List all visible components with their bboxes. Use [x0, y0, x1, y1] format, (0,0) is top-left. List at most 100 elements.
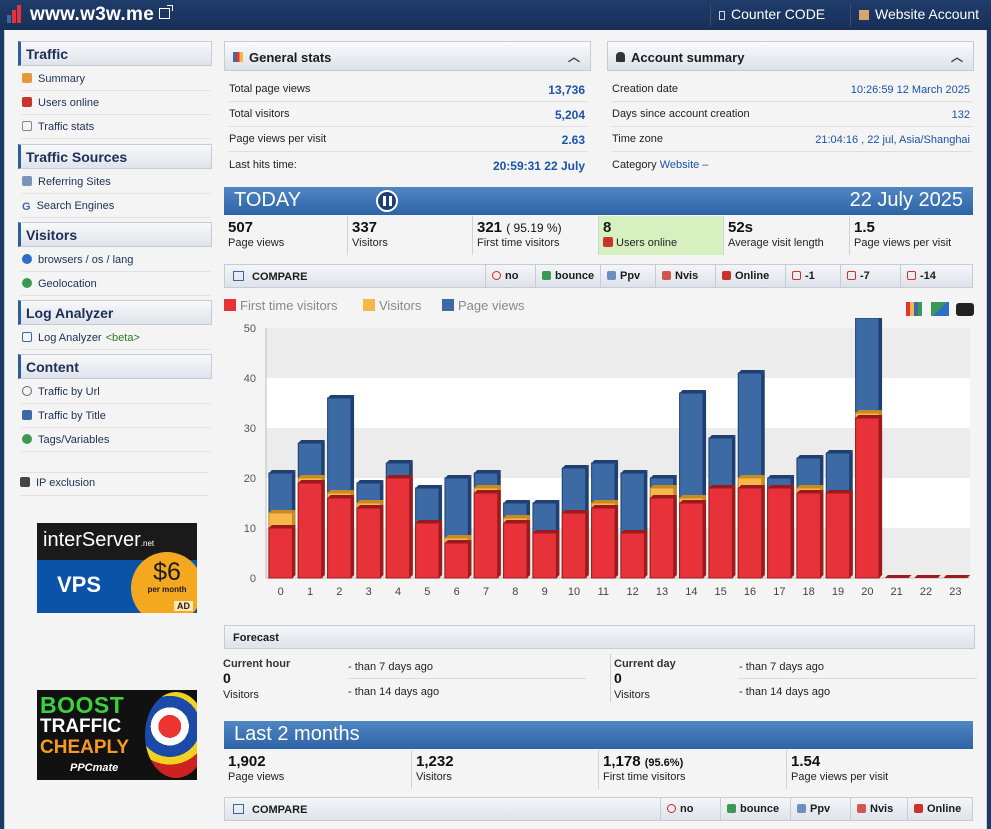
row-label: Total visitors — [229, 108, 290, 120]
stat-number: 337 — [352, 219, 378, 236]
chart-legend-page-views[interactable]: Page views — [442, 298, 524, 314]
table-icon — [22, 121, 32, 131]
legend-label: Page views — [458, 298, 525, 313]
bar-top — [356, 500, 384, 503]
ad-tag: AD — [174, 601, 193, 611]
compare2-no-button[interactable]: no — [660, 798, 710, 820]
counter-code-button[interactable]: Counter CODE — [710, 4, 833, 26]
sidebar-item-referring-sites[interactable]: Referring Sites — [22, 172, 210, 194]
bar-top — [474, 490, 501, 493]
sidebar-item-traffic-stats[interactable]: Traffic stats — [22, 117, 210, 139]
x-tick-label: 1 — [307, 586, 313, 598]
google-icon: G — [22, 201, 31, 213]
stat-number-wrap: 1,178 (95.6%) — [603, 753, 786, 770]
sidebar-item-users-online[interactable]: Users online — [22, 93, 210, 115]
sidebar-item-label: Traffic by Title — [38, 410, 106, 422]
sidebar-item-geolocation[interactable]: Geolocation — [22, 274, 210, 296]
user-icon — [616, 52, 625, 62]
compare2-online-button[interactable]: Online — [907, 798, 972, 820]
x-tick-label: 19 — [832, 586, 844, 598]
sidebar-item-ip-exclusion[interactable]: IP exclusion — [20, 472, 208, 496]
sidebar-item-traffic-by-url[interactable]: Traffic by Url — [22, 382, 210, 404]
last-2-months-title: Last 2 months — [234, 723, 360, 745]
current-day-sub: Visitors — [614, 689, 650, 701]
compare2-ppv-button[interactable]: Ppv — [790, 798, 850, 820]
button-label: no — [505, 270, 519, 282]
button-label: bounce — [740, 803, 780, 815]
bounce-icon — [542, 271, 551, 280]
sidebar-item-log-analyzer[interactable]: Log Analyzer <beta> — [22, 328, 210, 350]
bar-first-time — [503, 522, 528, 579]
site-title-link[interactable]: www.w3w.me — [30, 4, 174, 26]
bar-top — [591, 500, 619, 503]
today-stat-page-views: 507 Page views — [224, 216, 348, 255]
x-tick-label: 20 — [861, 586, 873, 598]
bar-top — [386, 475, 413, 478]
sidebar-item-search-engines[interactable]: G Search Engines — [22, 196, 210, 218]
bar-top — [591, 505, 619, 508]
bar-top — [826, 450, 853, 453]
boost-traffic-ad[interactable]: BOOST TRAFFIC CHEAPLY PPCmate — [37, 690, 197, 780]
account-summary-header[interactable]: Account summary ︿ — [607, 41, 974, 71]
general-row-page-views: Total page views 13,736 — [229, 77, 587, 102]
row-value: 10:26:59 12 March 2025 — [850, 84, 970, 96]
general-row-last-hit: Last hits time: 20:59:31 22 July — [229, 153, 587, 178]
sidebar-item-summary[interactable]: Summary — [22, 69, 210, 91]
category-dropdown[interactable]: Website – — [659, 159, 709, 171]
bar-top — [591, 460, 619, 463]
sidebar-item-label: Log Analyzer — [38, 332, 102, 344]
interserver-ad[interactable]: interServer.net VPS $6 per month AD — [37, 523, 197, 613]
sidebar-item-browsers[interactable]: browsers / os / lang — [22, 250, 210, 272]
compare-minus-14-button[interactable]: -14 — [900, 265, 972, 287]
bar-first-time — [385, 477, 411, 579]
bar-side — [673, 495, 677, 578]
bar-first-time — [297, 482, 323, 579]
chart-legend-first-time[interactable]: First time visitors — [224, 298, 338, 314]
camera-icon[interactable] — [956, 303, 974, 316]
bar-first-time — [591, 507, 616, 579]
compare2-bounce-button[interactable]: bounce — [720, 798, 790, 820]
compare2-nvis-button[interactable]: Nvis — [850, 798, 907, 820]
compare-ppv-button[interactable]: Ppv — [600, 265, 655, 287]
chevron-up-icon[interactable]: ︿ — [567, 50, 580, 64]
y-tick-label: 30 — [244, 423, 256, 435]
sidebar-item-label: Traffic stats — [38, 121, 95, 133]
stat-label-wrap: Users online — [603, 237, 723, 249]
pause-button[interactable] — [376, 190, 398, 212]
stat-number: 1.54 — [791, 753, 821, 770]
stat-label: Page views per visit — [854, 237, 952, 249]
chart-legend-visitors[interactable]: Visitors — [363, 298, 421, 314]
bar-top — [738, 485, 765, 488]
compare-online-button[interactable]: Online — [715, 265, 785, 287]
bar-top — [503, 515, 531, 518]
compare-minus-1-button[interactable]: -1 — [785, 265, 840, 287]
button-label: Nvis — [675, 270, 699, 282]
stat-number: 1,178 — [603, 753, 641, 770]
sidebar-item-tags-variables[interactable]: Tags/Variables — [22, 430, 210, 452]
chart-line-icon — [662, 271, 671, 280]
chart-grid-band — [266, 328, 970, 378]
compare-minus-7-button[interactable]: -7 — [840, 265, 900, 287]
bar-top — [444, 475, 472, 478]
website-account-button[interactable]: Website Account — [850, 4, 987, 26]
ad-line-3: CHEAPLY — [40, 737, 130, 758]
row-label: Total page views — [229, 83, 311, 95]
bar-first-time — [620, 532, 645, 579]
button-label: Online — [927, 803, 962, 815]
x-tick-label: 3 — [366, 586, 372, 598]
compare-nvis-button[interactable]: Nvis — [655, 265, 715, 287]
chevron-up-icon[interactable]: ︿ — [950, 50, 963, 64]
bar-chart-icon[interactable] — [906, 302, 922, 316]
area-chart-icon[interactable] — [931, 302, 949, 316]
bar-top — [503, 500, 531, 503]
compare-no-button[interactable]: no — [485, 265, 535, 287]
current-day-cmp-14: - than 14 days ago — [739, 686, 831, 698]
row-value: 132 — [951, 109, 970, 121]
bar-first-time — [356, 507, 381, 579]
sidebar-item-traffic-by-title[interactable]: Traffic by Title — [22, 406, 210, 428]
general-stats-header[interactable]: General stats ︿ — [224, 41, 591, 71]
bar-first-time — [825, 492, 851, 579]
today-stat-users-online[interactable]: 8 Users online — [599, 216, 724, 255]
compare-bounce-button[interactable]: bounce — [535, 265, 600, 287]
x-tick-label: 4 — [395, 586, 401, 598]
